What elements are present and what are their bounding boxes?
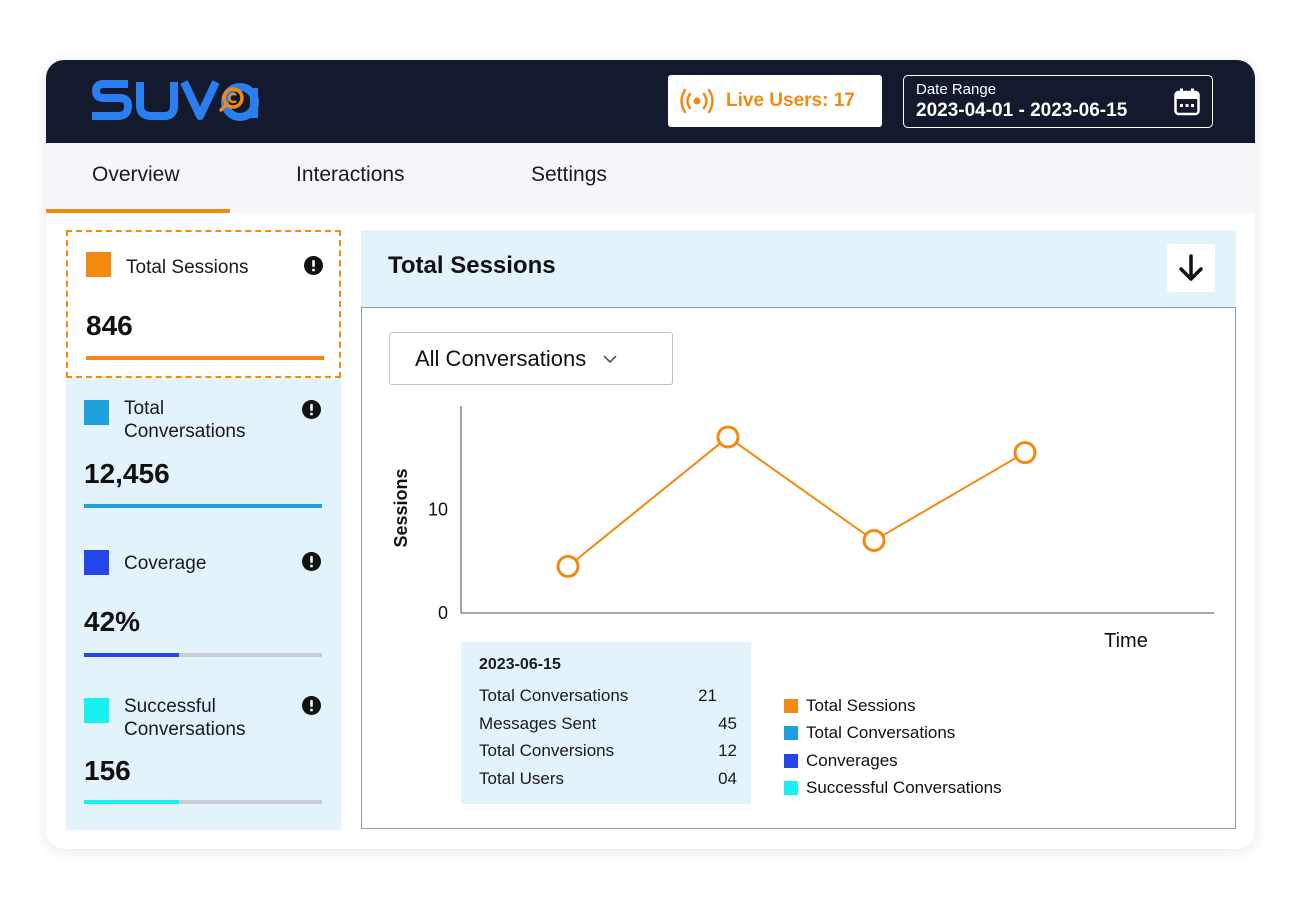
metrics-sidebar: Total Sessions 846 Total Conversations 1… [66,230,341,830]
tooltip-row-value: 21 [698,686,717,705]
info-icon[interactable] [302,400,321,419]
tooltip-row-label: Total Conversions [479,741,615,760]
live-users-badge: Live Users: 17 [668,75,882,127]
metric-label: Total Sessions [126,257,249,278]
tooltip-row-label: Messages Sent [479,714,597,733]
metric-card-total-conversations[interactable]: Total Conversations 12,456 [66,380,341,528]
date-range-label: Date Range [916,81,997,98]
legend-label: Successful Conversations [806,778,1002,798]
metric-card-coverage[interactable]: Coverage 42% [66,530,341,678]
chart-panel-header: Total Sessions [361,230,1236,307]
metric-card-total-sessions[interactable]: Total Sessions 846 [66,230,341,378]
legend-swatch [784,698,798,713]
tooltip-date: 2023-06-15 [479,656,561,673]
metric-color-swatch [84,400,109,425]
y-tick-label: 0 [438,603,448,623]
active-tab-indicator [46,209,230,213]
download-button[interactable] [1167,244,1215,292]
dropdown-selected-value: All Conversations [415,345,587,371]
tab-overview[interactable]: Overview [92,163,180,186]
chart-legend: Total Sessions Total Conversations Conve… [784,692,1002,802]
chart-panel-title: Total Sessions [388,252,556,279]
metric-color-swatch [84,698,109,723]
metric-progress-bar [86,356,324,360]
metric-progress-fill [84,800,180,804]
legend-label: Total Sessions [806,695,916,715]
metric-progress-bar [84,800,322,804]
metric-value: 846 [86,310,133,341]
legend-item[interactable]: Converages [784,747,1002,775]
metric-label: Total Conversations [124,398,246,442]
metric-progress-bar [84,653,322,657]
legend-swatch [784,726,798,741]
metric-value: 12,456 [84,458,170,489]
download-arrow-icon [1179,254,1203,281]
tab-settings[interactable]: Settings [531,163,607,186]
live-users-count: Live Users: 17 [726,90,855,111]
data-point[interactable] [862,529,886,553]
info-icon[interactable] [302,696,321,715]
metric-label: Successful Conversations [124,696,246,740]
tooltip-row-label: Total Conversations [479,686,629,705]
info-icon[interactable] [302,552,321,571]
legend-swatch [784,781,798,796]
metric-progress-fill [84,504,322,508]
date-range-value: 2023-04-01 - 2023-06-15 [916,100,1128,121]
metric-progress-bar [84,504,322,508]
info-icon[interactable] [304,256,323,275]
series-line [567,435,1026,568]
data-point[interactable] [1013,441,1037,465]
x-axis-title: Time [1104,630,1148,652]
metric-color-swatch [86,252,111,277]
tooltip-row-value: 12 [718,741,737,760]
metric-value: 156 [84,755,131,786]
chart-panel-body: All Conversations Sessions Time 0 10 2023… [361,307,1236,829]
tooltip-row-value: 45 [718,714,737,733]
tab-bar: Overview Interactions Settings [46,143,1255,213]
suva-logo [92,80,259,121]
line-chart: Sessions Time 0 10 [391,406,1214,652]
y-tick-label: 10 [428,500,448,520]
legend-label: Total Conversations [806,723,956,743]
y-axis-title: Sessions [391,468,411,547]
metric-value: 42% [84,606,141,637]
legend-label: Converages [806,750,898,770]
metric-progress-fill [84,653,180,657]
broadcast-icon [680,88,714,114]
tooltip-row-value: 04 [718,769,737,788]
legend-item[interactable]: Total Sessions [784,692,1002,720]
data-tooltip: 2023-06-15 Total Conversations 21 Messag… [461,642,751,804]
metric-color-swatch [84,550,109,575]
metric-card-successful-conversations[interactable]: Successful Conversations 156 [66,680,341,830]
conversation-filter-dropdown[interactable]: All Conversations [389,332,673,385]
data-point[interactable] [556,554,580,578]
legend-item[interactable]: Successful Conversations [784,775,1002,803]
tooltip-row-label: Total Users [479,769,565,788]
date-range-picker[interactable]: Date Range 2023-04-01 - 2023-06-15 [903,75,1213,128]
legend-swatch [784,753,798,768]
dashboard-card: Live Users: 17 Date Range 2023-04-01 - 2… [46,60,1255,849]
data-point[interactable] [716,425,740,449]
calendar-icon[interactable] [1174,88,1200,116]
top-bar: Live Users: 17 Date Range 2023-04-01 - 2… [46,60,1255,143]
chevron-down-icon [603,354,617,363]
tab-interactions[interactable]: Interactions [296,163,405,186]
legend-item[interactable]: Total Conversations [784,720,1002,748]
metric-label: Coverage [124,553,207,574]
